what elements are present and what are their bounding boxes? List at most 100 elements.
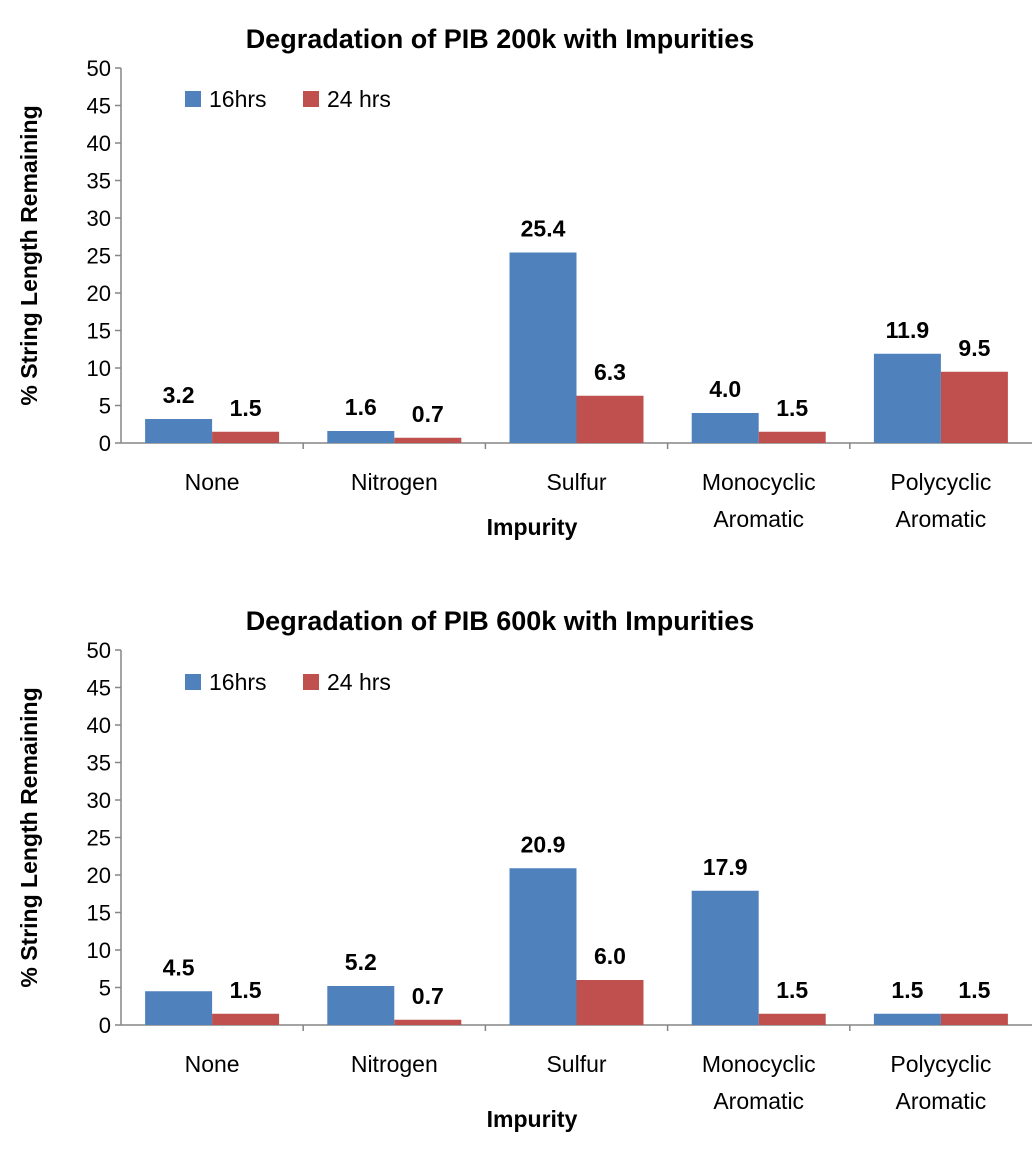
category-label: Monocyclic Aromatic: [702, 1051, 816, 1114]
y-tick-label: 5: [99, 394, 111, 419]
legend: 16hrs 24 hrs: [185, 669, 391, 695]
category-label: Nitrogen: [351, 1051, 438, 1077]
y-tick-label: 5: [99, 976, 111, 1001]
category-label-line: Nitrogen: [351, 1051, 438, 1077]
data-label: 1.5: [776, 977, 808, 1003]
legend-label: 24 hrs: [327, 669, 391, 695]
data-label: 20.9: [521, 831, 566, 857]
data-label: 5.2: [345, 949, 377, 975]
legend-swatch: [185, 674, 201, 690]
bar-series-1: [509, 252, 577, 443]
legend-label: 24 hrs: [327, 86, 391, 112]
chart-title: Degradation of PIB 600k with Impurities: [246, 606, 755, 636]
data-label: 17.9: [703, 854, 748, 880]
data-label: 4.0: [709, 376, 741, 402]
data-label: 11.9: [886, 317, 930, 343]
y-tick-label: 45: [87, 94, 111, 119]
data-label: 4.5: [163, 954, 195, 980]
y-tick-label: 0: [99, 1013, 111, 1038]
category-label-line: Monocyclic: [702, 1051, 816, 1077]
y-tick-label: 25: [87, 244, 111, 269]
category-label: Sulfur: [546, 1051, 606, 1077]
legend-label: 16hrs: [209, 669, 267, 695]
data-label: 0.7: [412, 983, 444, 1009]
category-label: None: [185, 1051, 240, 1077]
data-label: 1.6: [345, 394, 377, 420]
data-label: 25.4: [521, 216, 566, 242]
data-label: 1.5: [891, 977, 923, 1003]
category-label-line: Polycyclic: [890, 1051, 991, 1077]
bar-series-1: [873, 353, 941, 443]
x-axis-title: Impurity: [487, 514, 578, 540]
y-axis-title: % String Length Remaining: [16, 105, 42, 405]
data-label: 3.2: [163, 382, 195, 408]
legend-label: 16hrs: [209, 86, 267, 112]
x-axis-title: Impurity: [487, 1106, 578, 1132]
bar-series-1: [509, 868, 577, 1025]
category-label-line: Monocyclic: [702, 469, 816, 495]
bar-series-2: [940, 371, 1008, 443]
category-label-line: Polycyclic: [890, 469, 991, 495]
category-label-line: Aromatic: [896, 506, 987, 532]
y-tick-label: 15: [87, 319, 111, 344]
y-tick-label: 50: [87, 56, 111, 81]
bar-series-2: [394, 437, 462, 443]
y-tick-label: 0: [99, 431, 111, 456]
y-tick-label: 35: [87, 751, 111, 776]
bar-series-2: [576, 980, 644, 1025]
chart-2: Degradation of PIB 600k with Impurities 0…: [16, 606, 1032, 1132]
y-tick-label: 25: [87, 826, 111, 851]
y-tick-label: 15: [87, 901, 111, 926]
category-label-line: Aromatic: [896, 1088, 987, 1114]
bar-series-1: [327, 986, 395, 1025]
category-label: Sulfur: [546, 469, 606, 495]
category-label: Nitrogen: [351, 469, 438, 495]
data-label: 1.5: [958, 977, 990, 1003]
legend-swatch: [303, 91, 319, 107]
legend: 16hrs 24 hrs: [185, 86, 391, 112]
y-tick-label: 50: [87, 638, 111, 663]
data-label: 1.5: [230, 395, 262, 421]
bar-series-2: [940, 1013, 1008, 1025]
y-tick-label: 35: [87, 169, 111, 194]
category-label-line: Sulfur: [546, 469, 606, 495]
y-tick-label: 30: [87, 206, 111, 231]
bar-series-1: [145, 419, 213, 443]
bar-series-2: [576, 395, 644, 443]
bar-series-2: [758, 431, 826, 443]
bar-series-2: [394, 1019, 462, 1025]
data-label: 1.5: [230, 977, 262, 1003]
y-tick-label: 20: [87, 281, 111, 306]
data-label: 6.0: [594, 943, 626, 969]
bar-series-2: [212, 431, 280, 443]
y-tick-label: 30: [87, 788, 111, 813]
y-tick-label: 10: [87, 356, 111, 381]
category-label-line: None: [185, 1051, 240, 1077]
y-tick-label: 10: [87, 938, 111, 963]
legend-swatch: [303, 674, 319, 690]
y-tick-label: 45: [87, 676, 111, 701]
bar-series-2: [212, 1013, 280, 1025]
y-tick-label: 40: [87, 713, 111, 738]
bar-series-1: [691, 890, 759, 1025]
category-label-line: Nitrogen: [351, 469, 438, 495]
bar-series-1: [327, 431, 395, 443]
category-label-line: None: [185, 469, 240, 495]
y-tick-label: 40: [87, 131, 111, 156]
category-label: Polycyclic Aromatic: [890, 469, 991, 532]
chart-1: Degradation of PIB 200k with Impurities 0…: [16, 24, 1032, 540]
bar-series-1: [145, 991, 213, 1025]
category-label-line: Aromatic: [713, 1088, 804, 1114]
bar-series-2: [758, 1013, 826, 1025]
chart-title: Degradation of PIB 200k with Impurities: [246, 24, 755, 54]
category-label-line: Sulfur: [546, 1051, 606, 1077]
category-label-line: Aromatic: [713, 506, 804, 532]
legend-swatch: [185, 91, 201, 107]
category-label: None: [185, 469, 240, 495]
data-label: 6.3: [594, 359, 626, 385]
data-label: 9.5: [958, 335, 990, 361]
category-label: Polycyclic Aromatic: [890, 1051, 991, 1114]
y-axis-title: % String Length Remaining: [16, 687, 42, 987]
bar-series-1: [691, 413, 759, 443]
